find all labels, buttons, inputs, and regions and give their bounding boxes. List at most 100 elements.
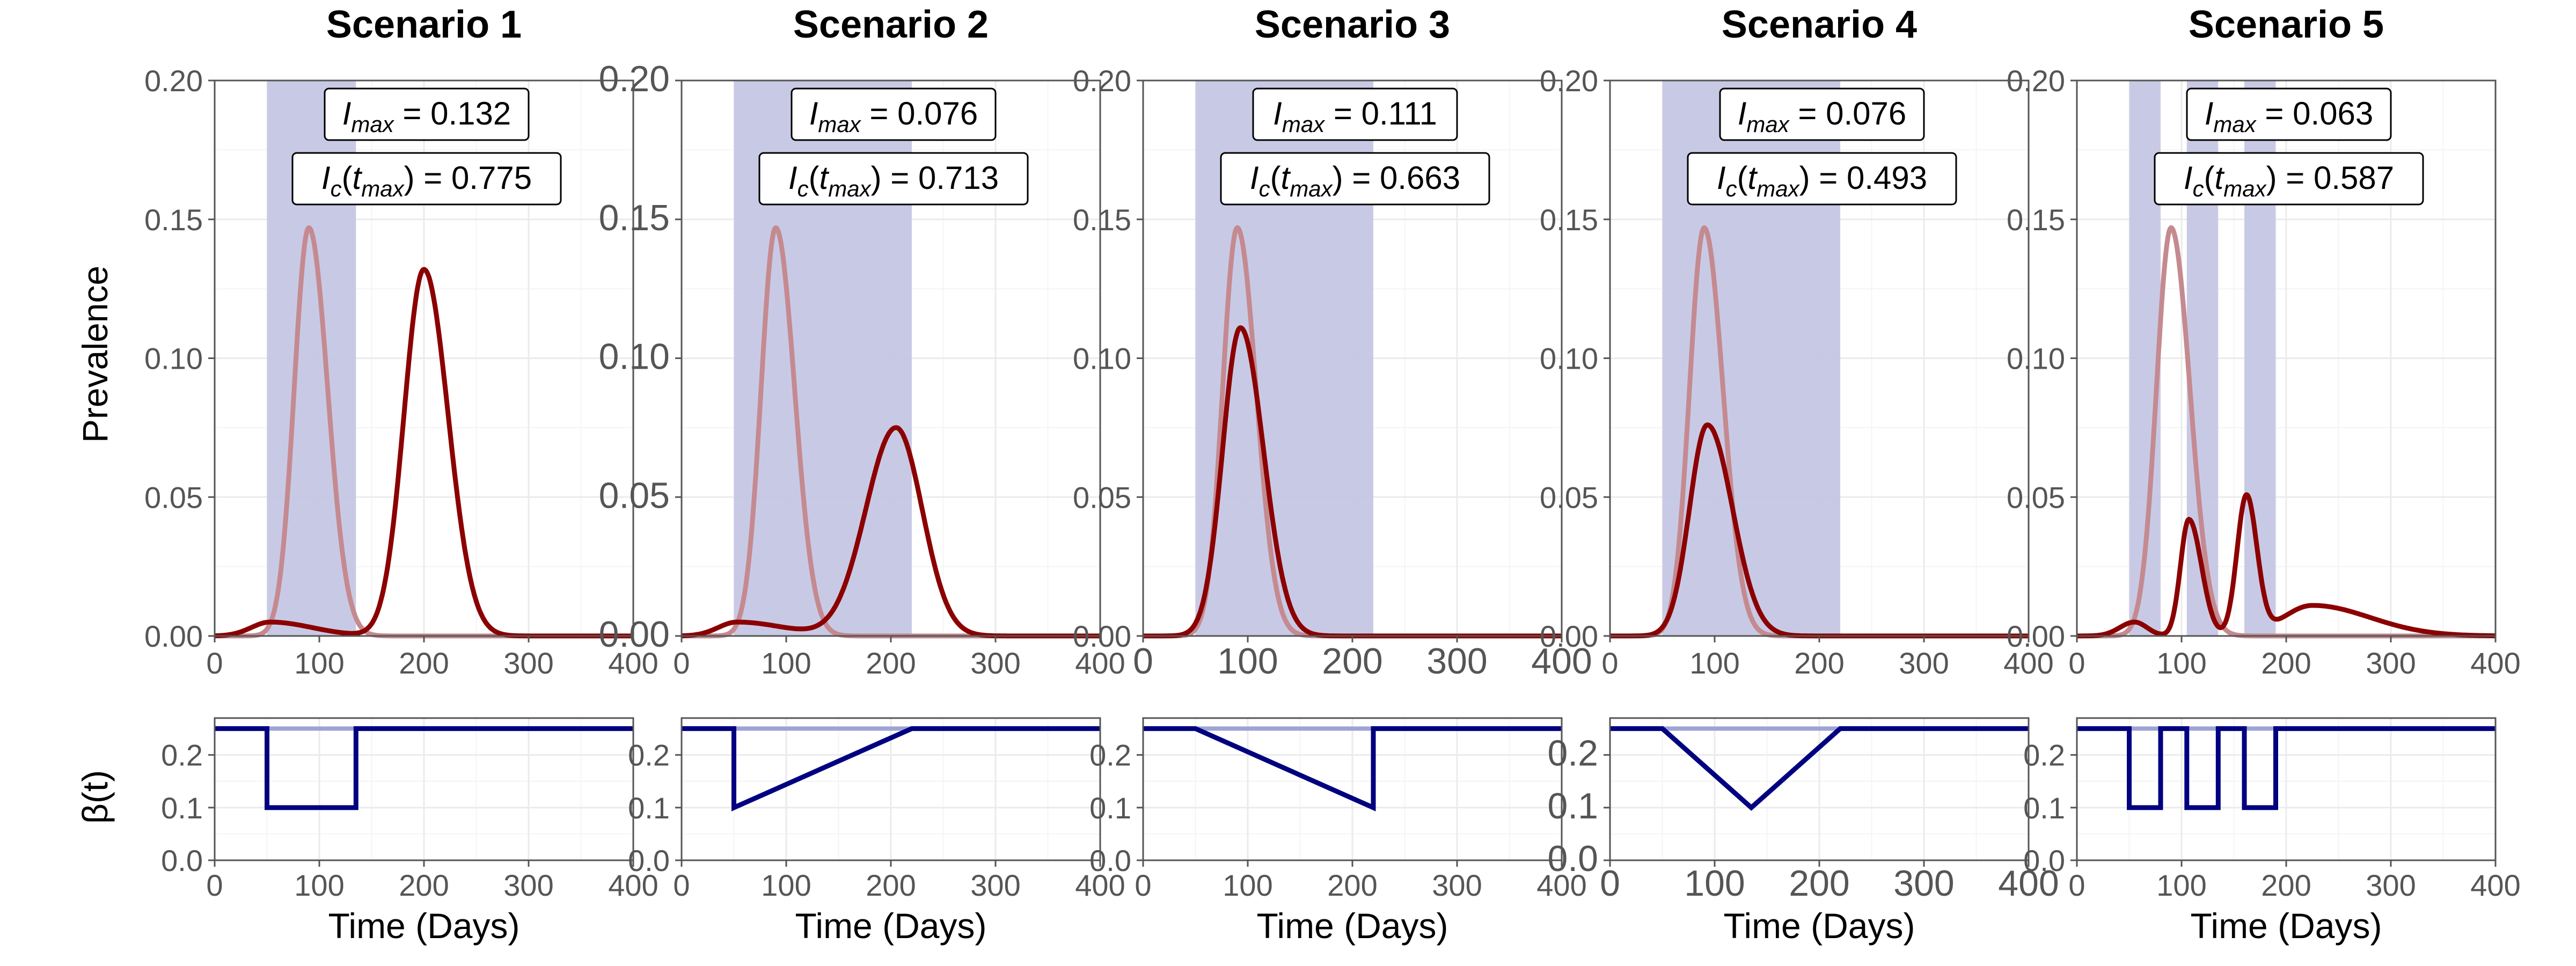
x-tick-label: 300: [503, 868, 553, 902]
x-tick-label: 400: [1998, 863, 2059, 904]
ic-annotation: Ic(tmax) = 0.587: [2154, 152, 2424, 206]
x-tick-label: 100: [761, 646, 811, 680]
x-tick-label: 300: [970, 868, 1020, 902]
y-tick-label: 0.0: [161, 844, 203, 877]
y-tick-label: 0.2: [1547, 733, 1598, 774]
prevalence-axis-label: Prevalence: [75, 266, 115, 443]
x-tick-label: 400: [1075, 868, 1125, 902]
annotation-box: [1220, 152, 1490, 206]
x-tick-label: 200: [1789, 863, 1849, 904]
scenario-panel-1: Scenario 10.000.050.100.150.200 100 200 300…: [144, 3, 658, 946]
y-tick-label: 0.00: [599, 614, 670, 655]
annotation-box: [1719, 87, 1925, 141]
scenario-title: Scenario 5: [2189, 3, 2384, 46]
imax-value: 0.132: [430, 96, 511, 131]
x-tick-label: 300: [2366, 868, 2416, 902]
x-tick-label: 300: [1432, 868, 1482, 902]
y-tick-label: 0.20: [144, 64, 203, 98]
annotation-text: Ic(tmax) = 0.493: [1717, 160, 1927, 201]
x-tick-label: 100: [2156, 868, 2206, 902]
imax-annotation: Imax = 0.132: [324, 87, 530, 141]
x-tick-label: 300: [1426, 641, 1487, 682]
beta-line: [1610, 726, 2029, 811]
annotation-text: Imax = 0.111: [1273, 96, 1437, 137]
x-tick-label: 100: [1217, 641, 1278, 682]
imax-annotation: Imax = 0.076: [1719, 87, 1925, 141]
annotation-box: [291, 152, 562, 206]
x-tick-label: 200: [2261, 868, 2311, 902]
annotation-text: Imax = 0.132: [342, 96, 511, 137]
y-tick-label: 0.1: [2023, 791, 2065, 825]
x-tick-label: 0: [673, 646, 690, 680]
y-tick-label: 0.15: [1540, 203, 1598, 237]
x-tick-label: 400: [608, 646, 658, 680]
y-tick-label: 0.00: [1073, 619, 1131, 653]
scenario-panel-4: Scenario 40.000.050.100.150.200 100 200 300…: [1540, 3, 2059, 946]
x-tick-label: 0: [2068, 646, 2085, 680]
x-tick-label: 400: [1531, 641, 1592, 682]
x-tick-label: 100: [1223, 868, 1272, 902]
beta-line: [2077, 726, 2496, 810]
ic-annotation: Ic(tmax) = 0.493: [1687, 152, 1957, 206]
time-axis-label: Time (Days): [1257, 906, 1448, 946]
x-tick-label: 200: [2261, 646, 2311, 680]
y-tick-label: 0.1: [1089, 791, 1131, 825]
annotation-box: [1687, 152, 1957, 206]
imax-value: 0.063: [2293, 96, 2373, 131]
time-axis-label: Time (Days): [2191, 906, 2382, 946]
x-tick-label: 200: [399, 646, 449, 680]
x-tick-label: 200: [399, 868, 449, 902]
time-axis-label: Time (Days): [328, 906, 520, 946]
y-tick-label: 0.05: [1540, 480, 1598, 514]
x-tick-label: 200: [1322, 641, 1382, 682]
y-tick-label: 0.0: [2023, 844, 2065, 877]
x-tick-label: 400: [608, 868, 658, 902]
y-tick-label: 0.0: [1547, 838, 1598, 879]
beta-line: [215, 726, 633, 810]
x-tick-label: 0: [1601, 646, 1618, 680]
x-tick-label: 0: [1135, 868, 1151, 902]
imax-annotation: Imax = 0.063: [2186, 87, 2392, 141]
scenario-panel-3: Scenario 30.000.050.100.150.200 100 200 300…: [1073, 3, 1592, 946]
beta-line: [1143, 726, 1562, 811]
y-tick-label: 0.05: [599, 475, 670, 516]
y-tick-label: 0.20: [1073, 64, 1131, 98]
x-tick-label: 0: [673, 868, 690, 902]
y-tick-label: 0.2: [1089, 738, 1131, 772]
x-tick-label: 300: [2366, 646, 2416, 680]
ic-value: 0.663: [1380, 160, 1460, 196]
x-tick-label: 300: [1899, 646, 1949, 680]
ic-value: 0.493: [1847, 160, 1927, 196]
y-tick-label: 0.1: [161, 791, 203, 825]
time-axis-label: Time (Days): [795, 906, 987, 946]
y-tick-label: 0.10: [599, 336, 670, 377]
y-tick-label: 0.20: [2007, 64, 2065, 98]
y-tick-label: 0.15: [2007, 203, 2065, 237]
annotation-box: [324, 87, 530, 141]
ic-value: 0.713: [918, 160, 999, 196]
beta-axis-label: β(t): [75, 770, 115, 824]
y-tick-label: 0.0: [1089, 844, 1131, 877]
y-tick-label: 0.10: [2007, 342, 2065, 376]
beta-line: [682, 726, 1100, 811]
y-tick-label: 0.00: [1540, 619, 1598, 653]
annotation-text: Imax = 0.076: [809, 96, 978, 137]
scenario-panels: Scenario 10.000.050.100.150.200 100 200 300…: [144, 3, 2521, 946]
ic-value: 0.587: [2314, 160, 2394, 196]
y-tick-label: 0.05: [144, 480, 203, 514]
annotation-box: [791, 87, 997, 141]
x-tick-label: 300: [970, 646, 1020, 680]
x-tick-label: 100: [761, 868, 811, 902]
x-tick-label: 100: [1684, 863, 1745, 904]
time-axis-label: Time (Days): [1724, 906, 1915, 946]
scenario-title: Scenario 1: [326, 3, 522, 46]
scenario-title: Scenario 3: [1255, 3, 1450, 46]
x-tick-label: 400: [2470, 646, 2520, 680]
annotation-text: Ic(tmax) = 0.587: [2184, 160, 2394, 201]
x-tick-label: 0: [206, 646, 223, 680]
annotation-text: Imax = 0.063: [2205, 96, 2374, 137]
imax-value: 0.111: [1362, 96, 1437, 131]
y-tick-label: 0.10: [144, 342, 203, 376]
x-tick-label: 0: [1133, 641, 1153, 682]
